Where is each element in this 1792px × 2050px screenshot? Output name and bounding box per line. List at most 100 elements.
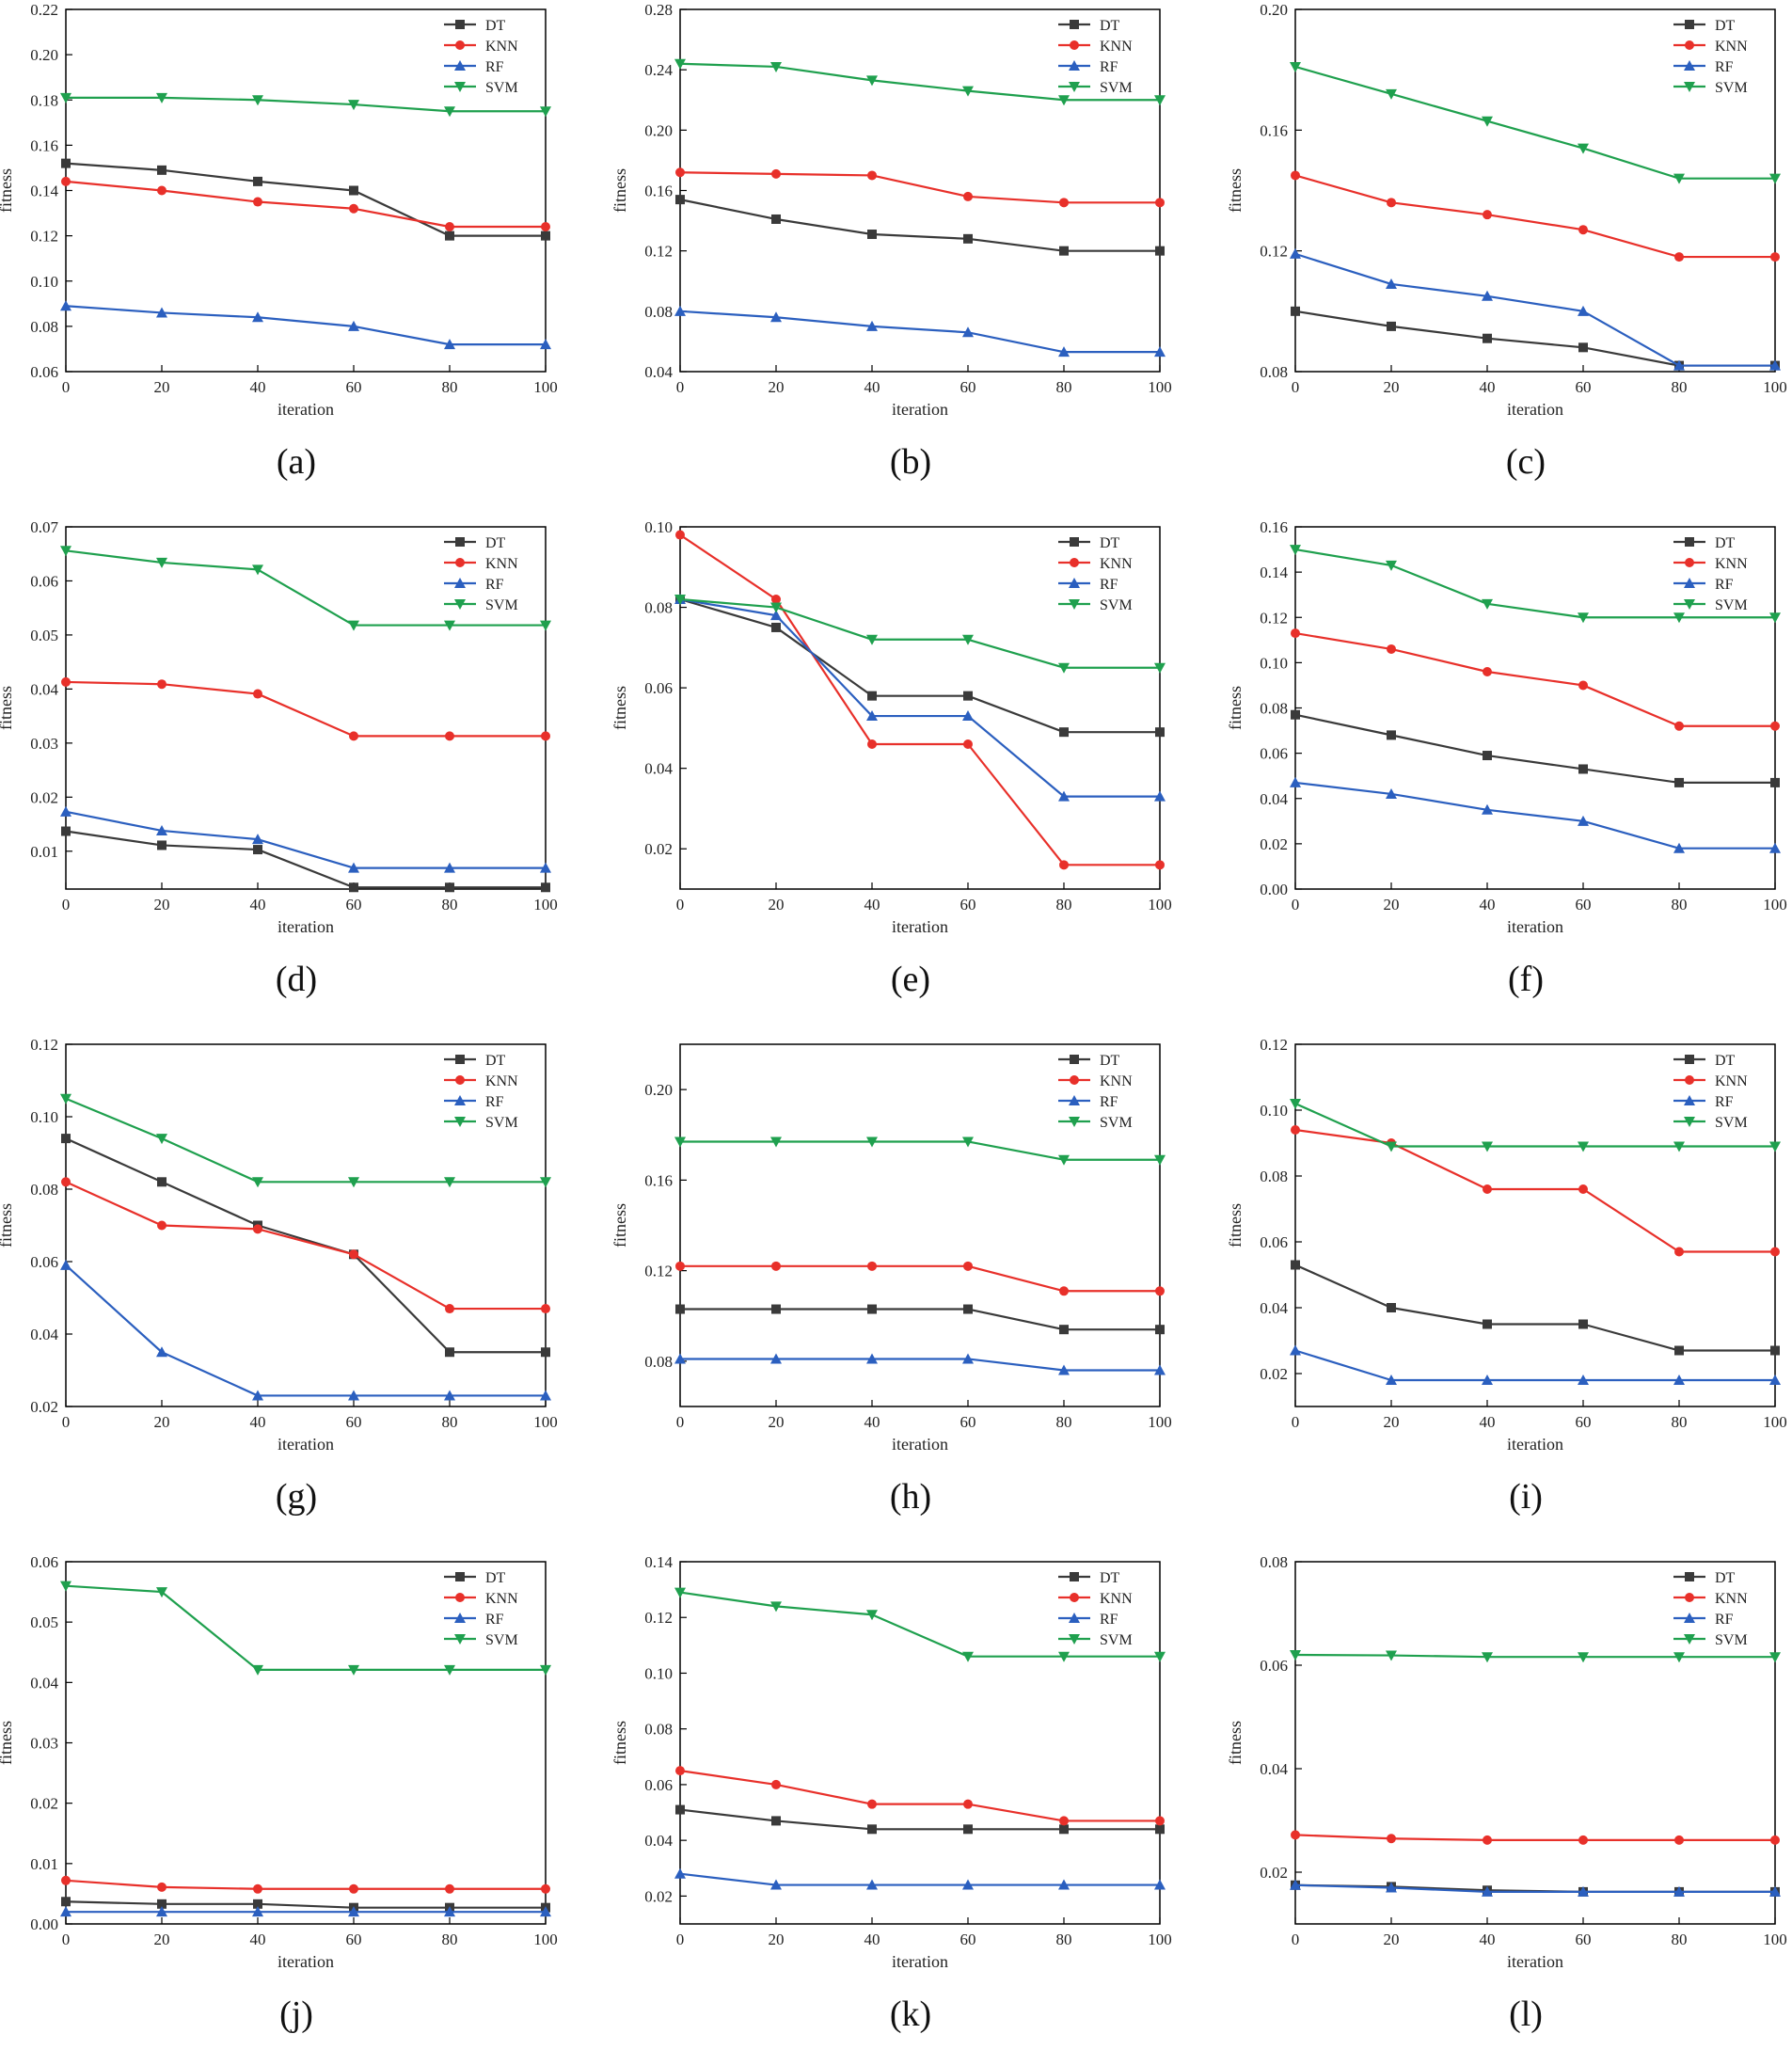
data-point-rf <box>348 1906 359 1917</box>
data-point-knn <box>1155 860 1165 870</box>
data-point-rf <box>770 1353 782 1364</box>
data-point-svm <box>1386 1141 1397 1152</box>
series-line-rf <box>1294 252 1775 367</box>
series-line-knn <box>65 1879 546 1890</box>
data-point-dt <box>1155 727 1165 738</box>
legend-label-dt: DT <box>485 1053 506 1069</box>
panel-caption: (c) <box>1506 442 1546 482</box>
x-tick-label: 100 <box>1763 378 1787 396</box>
data-point-knn <box>445 1883 454 1894</box>
data-point-svm <box>60 1093 71 1104</box>
data-point-dt <box>963 691 973 701</box>
data-point-knn <box>867 1261 877 1271</box>
data-point-dt <box>61 826 71 836</box>
y-tick-label: 0.24 <box>644 61 673 79</box>
y-tick-label: 0.02 <box>1260 835 1288 853</box>
x-tick-label: 40 <box>1480 896 1496 914</box>
series-line-dt <box>679 1808 1160 1831</box>
legend-label-svm: SVM <box>1715 1632 1748 1648</box>
data-point-knn <box>771 1261 781 1271</box>
x-tick-label: 100 <box>1148 378 1172 396</box>
data-point-rf <box>674 1867 686 1879</box>
data-point-svm <box>1769 1652 1781 1663</box>
y-tick-label: 0.02 <box>1260 1864 1288 1882</box>
y-tick-label: 0.08 <box>1260 1168 1288 1185</box>
y-tick-label: 0.08 <box>1260 700 1288 718</box>
data-point-rf <box>1386 278 1397 289</box>
y-tick-label: 0.05 <box>30 627 58 644</box>
x-axis-title: iteration <box>892 1952 948 1971</box>
x-tick-label: 60 <box>960 1931 976 1948</box>
data-point-rf <box>1386 1375 1397 1385</box>
data-point-knn <box>1770 721 1780 731</box>
data-point-svm <box>156 557 167 568</box>
x-tick-label: 80 <box>442 1931 458 1948</box>
data-point-rf <box>156 824 167 835</box>
data-point-dt <box>963 233 973 244</box>
y-axis-title: fitness <box>1226 1721 1245 1765</box>
data-point-knn <box>1387 644 1396 654</box>
x-axis-title: iteration <box>1507 917 1563 936</box>
series-line-dt <box>65 1137 546 1354</box>
data-point-dt <box>1059 1824 1069 1835</box>
y-tick-label: 0.18 <box>30 91 58 109</box>
legend-marker-rf <box>1684 1095 1695 1105</box>
y-tick-label: 0.02 <box>30 788 58 806</box>
legend-label-svm: SVM <box>1715 597 1748 613</box>
data-point-rf <box>444 339 455 350</box>
data-point-dt <box>349 185 358 196</box>
series-line-dt <box>680 1308 1160 1331</box>
data-point-knn <box>1483 1835 1492 1845</box>
y-tick-label: 0.04 <box>1260 1760 1288 1778</box>
data-point-svm <box>674 58 686 70</box>
x-tick-label: 80 <box>1672 896 1688 914</box>
series-line-svm <box>679 1591 1160 1658</box>
x-tick-label: 40 <box>250 896 266 914</box>
y-tick-label: 0.10 <box>1260 1102 1288 1120</box>
plot-frame <box>65 8 547 373</box>
chart-b: 0 20 40 60 80 100 0.04 0.08 0.12 0.16 0.20 0.24 0.28… <box>611 1 1172 482</box>
legend-label-svm: SVM <box>485 1632 518 1648</box>
data-point-svm <box>1154 1651 1166 1662</box>
legend-marker-rf <box>1069 1095 1080 1105</box>
y-axis-title: fitness <box>611 1721 629 1765</box>
x-tick-label: 0 <box>676 1931 685 1948</box>
series-line-dt <box>1294 713 1775 785</box>
data-point-rf <box>1386 1882 1397 1893</box>
x-tick-label: 20 <box>1384 1413 1400 1431</box>
legend-label-svm: SVM <box>1100 1632 1133 1648</box>
x-tick-label: 100 <box>1148 1931 1172 1948</box>
data-point-rf <box>770 1879 782 1890</box>
x-tick-label: 100 <box>533 378 558 396</box>
x-tick-label: 100 <box>533 1413 558 1431</box>
legend-label-dt: DT <box>1100 1570 1120 1586</box>
y-tick-label: 0.00 <box>1260 881 1288 898</box>
y-axis-title: fitness <box>1226 168 1245 213</box>
data-point-rf <box>540 1906 551 1917</box>
data-point-dt <box>1059 1325 1069 1335</box>
x-tick-label: 100 <box>1763 896 1787 914</box>
data-point-rf <box>1290 776 1301 787</box>
data-point-knn <box>1059 1286 1069 1296</box>
series-line-knn <box>65 680 546 738</box>
data-point-rf <box>1482 803 1493 815</box>
data-point-dt <box>1674 777 1684 787</box>
x-tick-label: 20 <box>154 378 170 396</box>
legend-label-dt: DT <box>485 1570 506 1586</box>
data-point-svm <box>1290 1099 1301 1109</box>
y-tick-label: 0.12 <box>644 1609 673 1627</box>
data-point-dt <box>1291 1260 1300 1270</box>
y-tick-label: 0.14 <box>644 1553 673 1571</box>
y-tick-label: 0.12 <box>1260 1036 1288 1054</box>
data-point-knn <box>771 1779 781 1789</box>
panel-caption: (b) <box>890 442 931 482</box>
legend-marker-knn <box>1070 558 1079 567</box>
x-axis-title: iteration <box>892 400 948 419</box>
x-tick-label: 60 <box>1576 896 1592 914</box>
data-point-svm <box>1386 560 1397 571</box>
data-point-svm <box>1673 1141 1685 1152</box>
data-point-knn <box>349 1883 358 1894</box>
plot-frame <box>65 1561 547 1925</box>
data-point-knn <box>675 530 685 540</box>
